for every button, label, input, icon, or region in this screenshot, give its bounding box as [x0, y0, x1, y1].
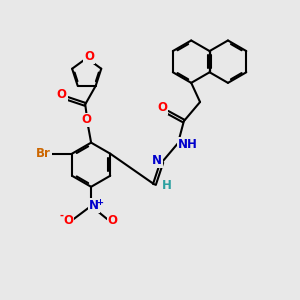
Text: O: O [57, 88, 67, 101]
Text: N: N [89, 200, 99, 212]
Text: N: N [152, 154, 162, 167]
Text: H: H [162, 179, 172, 192]
Text: O: O [108, 214, 118, 227]
Text: O: O [63, 214, 73, 227]
Text: O: O [84, 50, 94, 63]
Text: +: + [96, 198, 103, 207]
Text: O: O [82, 113, 92, 127]
Text: Br: Br [36, 147, 51, 160]
Text: O: O [158, 101, 167, 114]
Text: -: - [59, 211, 63, 221]
Text: NH: NH [178, 138, 198, 151]
